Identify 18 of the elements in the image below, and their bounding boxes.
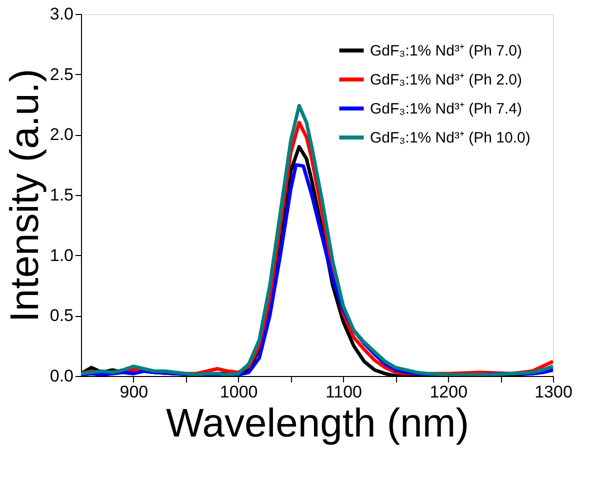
x-tick-label: 1100 — [325, 382, 362, 402]
y-tick-label: 0.5 — [50, 306, 74, 326]
x-tick-label: 1200 — [430, 382, 468, 402]
x-tick-label: 1300 — [534, 382, 572, 402]
x-tick-label: 1000 — [220, 382, 258, 402]
legend-label: GdF₃:1% Nd³⁺ (Ph 2.0) — [370, 72, 522, 88]
legend-label: GdF₃:1% Nd³⁺ (Ph 7.4) — [370, 100, 522, 118]
legend-label: GdF₃:1% Nd³⁺ (Ph 7.0) — [370, 42, 522, 60]
y-tick-label: 2.0 — [50, 125, 74, 144]
y-tick-label: 1.0 — [50, 246, 74, 265]
legend-label: GdF₃:1% Nd³⁺ (Ph 10.0) — [370, 130, 530, 146]
y-tick-label: 1.5 — [50, 186, 74, 204]
y-tick-label: 0.0 — [50, 366, 74, 386]
y-tick-label: 3.0 — [50, 4, 74, 24]
x-tick-label: 900 — [120, 382, 148, 402]
y-tick-label: 2.5 — [50, 64, 74, 84]
y-axis-title: Intensity (a.u.) — [2, 68, 47, 322]
x-axis-title: Wavelength (nm) — [166, 402, 470, 446]
